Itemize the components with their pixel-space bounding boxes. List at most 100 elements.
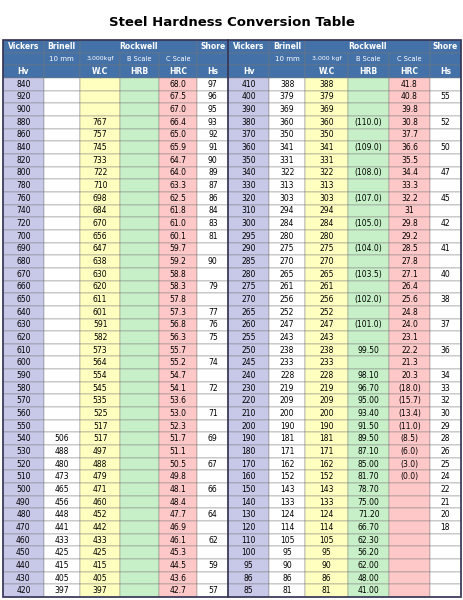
- Text: 190: 190: [319, 422, 333, 431]
- Bar: [120, 508, 158, 521]
- Text: 610: 610: [16, 346, 31, 355]
- Text: 99.50: 99.50: [357, 346, 379, 355]
- Bar: [388, 205, 429, 217]
- Bar: [44, 40, 80, 53]
- Text: 24.8: 24.8: [400, 308, 417, 317]
- Text: 209: 209: [319, 396, 333, 405]
- Bar: [228, 154, 269, 167]
- Text: 388: 388: [279, 80, 294, 89]
- Text: 331: 331: [319, 156, 333, 165]
- Text: 86: 86: [321, 574, 331, 583]
- Bar: [228, 534, 269, 547]
- Bar: [305, 255, 348, 268]
- Text: (108.0): (108.0): [354, 169, 382, 178]
- Text: 261: 261: [319, 283, 333, 292]
- Text: 240: 240: [241, 371, 256, 380]
- Bar: [348, 268, 388, 281]
- Bar: [429, 230, 460, 242]
- Bar: [158, 394, 197, 407]
- Text: 488: 488: [93, 460, 107, 469]
- Bar: [348, 433, 388, 445]
- Text: 425: 425: [93, 548, 107, 557]
- Text: 63.3: 63.3: [169, 181, 186, 190]
- Bar: [348, 205, 388, 217]
- Bar: [305, 344, 348, 356]
- Bar: [305, 154, 348, 167]
- Bar: [228, 458, 269, 470]
- Text: 700: 700: [16, 232, 31, 241]
- Bar: [120, 547, 158, 559]
- Bar: [388, 255, 429, 268]
- Bar: [80, 306, 120, 319]
- Text: 54.7: 54.7: [169, 371, 186, 380]
- Bar: [44, 91, 80, 103]
- Text: 190: 190: [241, 434, 256, 443]
- Bar: [80, 53, 120, 65]
- Text: 220: 220: [241, 396, 256, 405]
- Text: 452: 452: [93, 510, 107, 519]
- Bar: [120, 319, 158, 331]
- Bar: [388, 242, 429, 255]
- Text: 114: 114: [319, 523, 333, 532]
- Text: 219: 219: [279, 383, 294, 392]
- Bar: [228, 167, 269, 179]
- Bar: [197, 521, 228, 534]
- Text: 96: 96: [207, 92, 217, 101]
- Bar: [44, 394, 80, 407]
- Bar: [388, 217, 429, 230]
- Text: 210: 210: [241, 409, 256, 418]
- Text: (13.4): (13.4): [397, 409, 420, 418]
- Text: Brinell: Brinell: [48, 42, 75, 51]
- Text: 480: 480: [16, 510, 31, 519]
- Text: 62.5: 62.5: [169, 194, 186, 203]
- Text: 243: 243: [279, 333, 294, 342]
- Bar: [197, 268, 228, 281]
- Text: 42: 42: [440, 219, 449, 228]
- Bar: [44, 53, 80, 65]
- Text: 59.2: 59.2: [169, 257, 186, 266]
- Bar: [348, 394, 388, 407]
- Text: 460: 460: [16, 536, 31, 545]
- Bar: [348, 217, 388, 230]
- Text: 265: 265: [279, 269, 294, 278]
- Text: 380: 380: [241, 118, 256, 127]
- Bar: [197, 319, 228, 331]
- Bar: [388, 281, 429, 293]
- Text: 680: 680: [16, 257, 31, 266]
- Bar: [120, 65, 158, 78]
- Bar: [158, 433, 197, 445]
- Text: 228: 228: [280, 371, 294, 380]
- Bar: [269, 547, 305, 559]
- Bar: [80, 382, 120, 394]
- Bar: [3, 356, 44, 369]
- Text: 56.8: 56.8: [169, 320, 186, 329]
- Bar: [429, 141, 460, 154]
- Bar: [158, 53, 197, 65]
- Bar: [120, 293, 158, 306]
- Text: 62: 62: [207, 536, 217, 545]
- Text: 20.3: 20.3: [400, 371, 417, 380]
- Bar: [44, 382, 80, 394]
- Bar: [388, 584, 429, 597]
- Text: 170: 170: [241, 460, 256, 469]
- Bar: [228, 242, 269, 255]
- Bar: [228, 407, 269, 420]
- Bar: [80, 369, 120, 382]
- Bar: [429, 65, 460, 78]
- Bar: [80, 483, 120, 496]
- Text: 517: 517: [93, 422, 107, 431]
- Bar: [80, 91, 120, 103]
- Bar: [3, 179, 44, 192]
- Text: 265: 265: [319, 269, 333, 278]
- Bar: [158, 192, 197, 205]
- Bar: [158, 281, 197, 293]
- Text: 425: 425: [54, 548, 69, 557]
- Bar: [80, 559, 120, 572]
- Text: 27.8: 27.8: [400, 257, 417, 266]
- Text: 280: 280: [241, 269, 256, 278]
- Bar: [269, 167, 305, 179]
- Text: 285: 285: [241, 257, 256, 266]
- Bar: [3, 394, 44, 407]
- Bar: [305, 268, 348, 281]
- Text: 90: 90: [207, 257, 217, 266]
